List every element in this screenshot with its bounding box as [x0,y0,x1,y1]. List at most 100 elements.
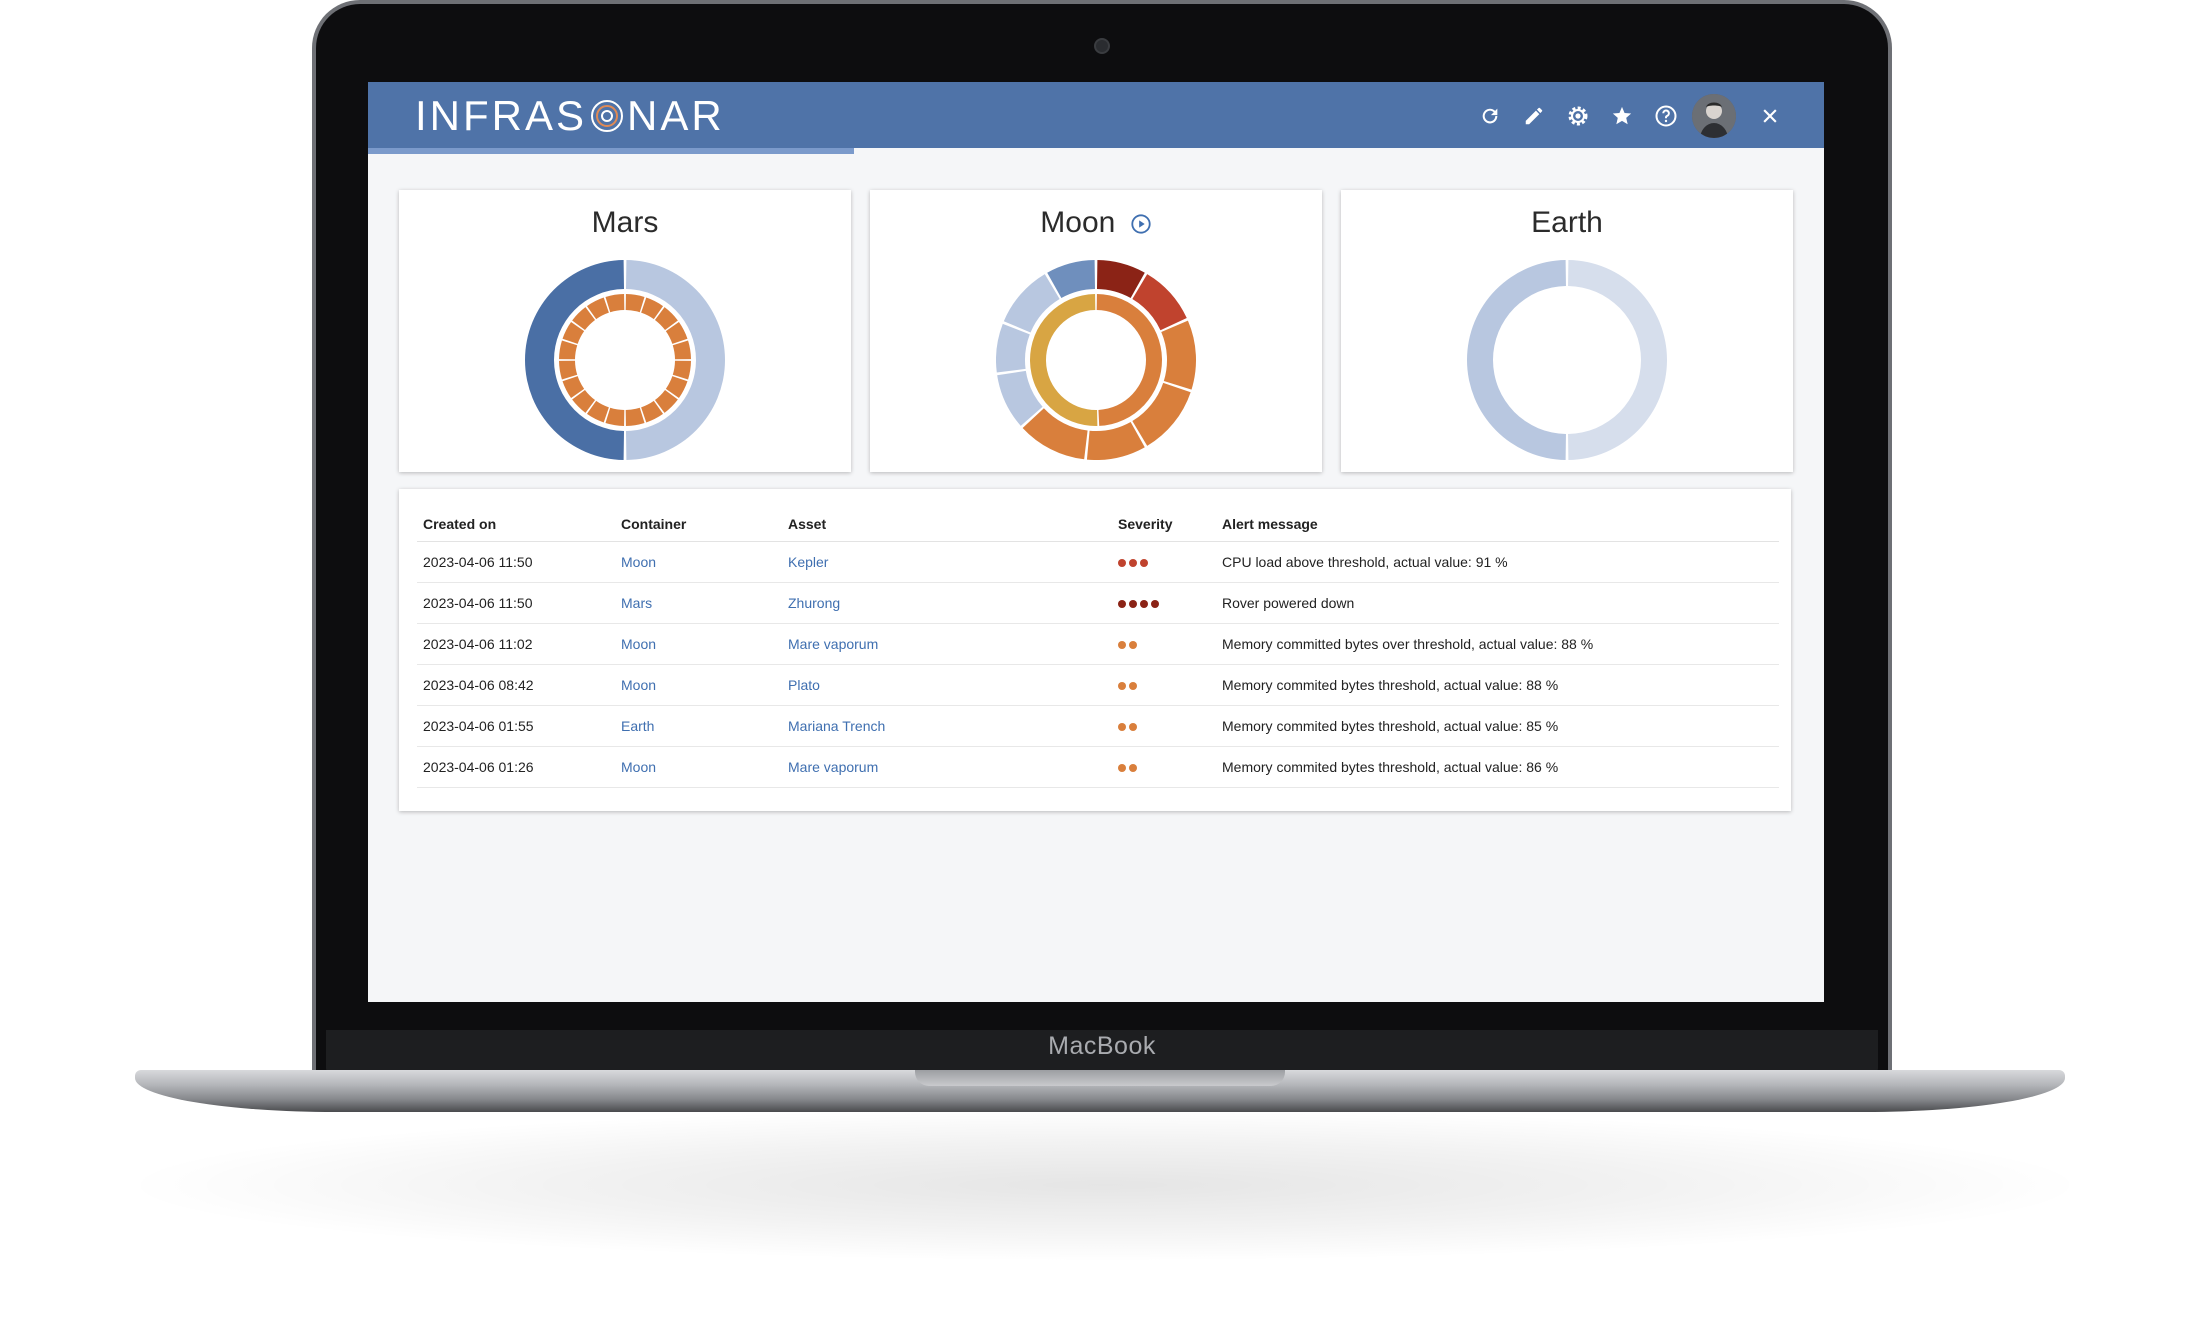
avatar-icon [1692,94,1736,138]
toolbar [1468,94,1792,138]
alerts-table-card: Created on Container Asset Severity Aler… [399,489,1791,811]
cell-created-on: 2023-04-06 11:02 [417,623,621,665]
donut-outer-segment [1096,260,1145,299]
cell-created-on: 2023-04-06 11:50 [417,541,621,583]
column-header-created-on[interactable]: Created on [417,507,621,542]
donut-inner-segment [625,407,645,426]
card-title-text: Mars [591,206,659,239]
donut-outer-segment [1022,408,1088,460]
app-logo[interactable]: INFRAS NAR [415,92,725,140]
sonar-icon [591,100,624,132]
cell-alert-message: CPU load above threshold, actual value: … [1222,541,1779,583]
donut-outer-segment [1132,274,1187,331]
laptop-chin [326,1030,1878,1074]
container-card-mars[interactable]: Mars [399,190,851,472]
camera [1094,38,1110,54]
donut-outer-segment [1086,421,1145,460]
severity-dot [1118,682,1126,690]
container-card-moon[interactable]: Moon [870,190,1322,472]
donut-inner-segment [605,407,625,426]
favorite-button[interactable] [1600,94,1644,138]
logo-text-left: INFRAS [415,92,588,139]
cell-container-link[interactable]: Mars [621,582,788,624]
play-circle-icon[interactable] [1130,213,1152,235]
severity-dot [1118,641,1126,649]
donut-inner-segment [605,294,625,313]
donut-inner-segment [641,297,664,320]
donut-inner-segment [641,400,664,423]
donut-inner-segment [625,294,645,313]
donut-outer-segment [997,370,1043,426]
table-row[interactable]: 2023-04-06 08:42 Moon Plato Memory commited… [417,664,1779,706]
cell-asset-link[interactable]: Zhurong [788,582,1118,624]
cell-asset-link[interactable]: Kepler [788,541,1118,583]
card-title-text: Moon [1040,206,1116,239]
cell-container-link[interactable]: Moon [621,664,788,706]
column-header-severity[interactable]: Severity [1118,507,1222,542]
donut-inner-segment [665,376,688,399]
loading-progress-bar [368,148,854,154]
cell-asset-link[interactable]: Mariana Trench [788,705,1118,747]
donut-inner-segment [665,321,688,344]
cell-severity [1118,705,1222,747]
severity-dot [1151,600,1159,608]
severity-dot [1140,600,1148,608]
cell-container-link[interactable]: Moon [621,746,788,788]
table-row[interactable]: 2023-04-06 11:50 Mars Zhurong Rover powered… [417,582,1779,624]
severity-dot [1129,682,1137,690]
star-icon [1612,106,1632,125]
cell-severity [1118,541,1222,583]
edit-icon [1525,107,1543,125]
donut-inner-segment [1096,294,1163,426]
user-avatar[interactable] [1692,94,1736,138]
column-header-asset[interactable]: Asset [788,507,1118,542]
help-button[interactable] [1644,94,1688,138]
cell-created-on: 2023-04-06 01:26 [417,746,621,788]
severity-dots [1118,682,1137,690]
donut-inner-segment [562,376,585,399]
donut-inner-segment [654,307,678,331]
donut-outer-segment [1467,260,1566,460]
cell-alert-message: Memory commited bytes threshold, actual … [1222,705,1779,747]
donut-inner-segment [586,400,609,423]
cell-asset-link[interactable]: Mare vaporum [788,746,1118,788]
settings-button[interactable] [1556,94,1600,138]
cell-alert-message: Memory commited bytes threshold, actual … [1222,746,1779,788]
cell-container-link[interactable]: Earth [621,705,788,747]
laptop-hinge-notch [915,1070,1285,1086]
donut-inner-segment [1029,294,1098,427]
cell-asset-link[interactable]: Mare vaporum [788,623,1118,665]
severity-dots [1118,723,1137,731]
laptop-brand-label: MacBook [1048,1032,1156,1060]
cell-asset-link[interactable]: Plato [788,664,1118,706]
cell-severity [1118,623,1222,665]
refresh-button[interactable] [1468,94,1512,138]
table-row[interactable]: 2023-04-06 11:02 Moon Mare vaporum Memory c… [417,623,1779,665]
cell-container-link[interactable]: Moon [621,623,788,665]
column-header-alert-message[interactable]: Alert message [1222,507,1779,542]
mars-donut-chart [525,260,725,460]
table-row[interactable]: 2023-04-06 01:55 Earth Mariana Trench Memor… [417,705,1779,747]
floor-shadow [140,1110,2070,1260]
close-button[interactable] [1748,94,1792,138]
column-header-container[interactable]: Container [621,507,788,542]
donut-inner-segment [559,360,578,380]
cell-container-link[interactable]: Moon [621,541,788,583]
severity-dot [1140,559,1148,567]
cell-severity [1118,746,1222,788]
refresh-icon [1482,108,1498,124]
table-row[interactable]: 2023-04-06 01:26 Moon Mare vaporum Memory c… [417,746,1779,788]
help-icon [1655,105,1677,127]
donut-inner-segment [572,307,596,331]
container-card-earth[interactable]: Earth [1341,190,1793,472]
edit-button[interactable] [1512,94,1556,138]
severity-dots [1118,559,1148,567]
table-row[interactable]: 2023-04-06 11:50 Moon Kepler CPU load above… [417,541,1779,583]
cell-created-on: 2023-04-06 01:55 [417,705,621,747]
donut-inner-segment [672,360,691,380]
card-title: Mars [399,206,851,240]
severity-dot [1118,764,1126,772]
table-header-row: Created on Container Asset Severity Aler… [417,507,1779,542]
card-title: Earth [1341,206,1793,240]
cell-created-on: 2023-04-06 08:42 [417,664,621,706]
